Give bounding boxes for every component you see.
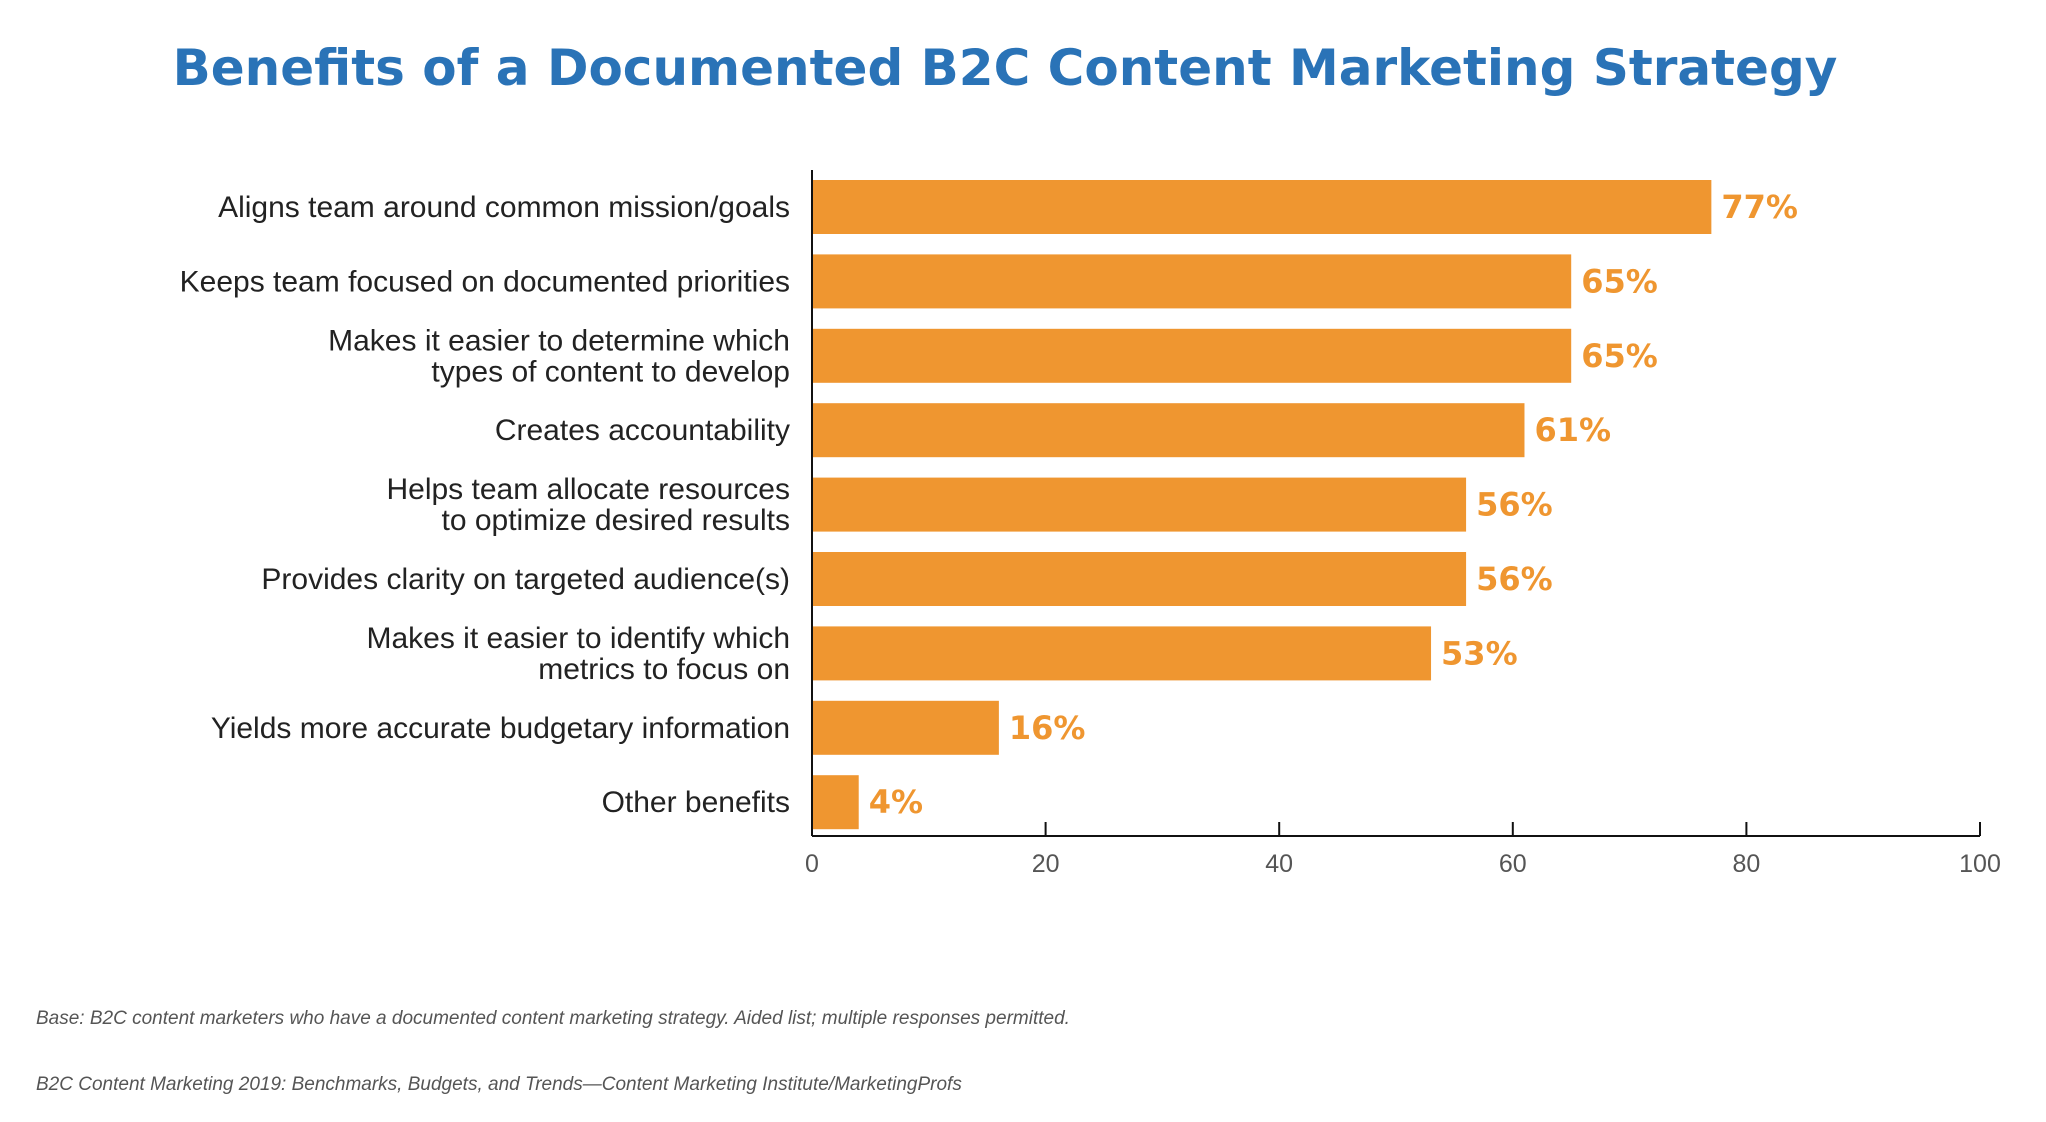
category-label-line: Other benefits	[602, 786, 790, 819]
value-label: 4%	[869, 783, 923, 821]
x-axis: 0 20 40 60 80 100	[805, 170, 2001, 878]
category-label-line: types of content to develop	[431, 355, 790, 388]
x-tick-label: 100	[1959, 850, 2001, 878]
bars	[812, 180, 1712, 830]
category-label-line: Provides clarity on targeted audience(s)	[261, 563, 790, 596]
category-label-line: Aligns team around common mission/goals	[218, 191, 790, 224]
category-label: Other benefits	[602, 786, 790, 819]
bar	[812, 254, 1572, 309]
bar	[812, 700, 999, 755]
x-tick-label: 40	[1265, 850, 1293, 878]
footnote-source: B2C Content Marketing 2019: Benchmarks, …	[36, 1074, 962, 1095]
value-label: 56%	[1476, 486, 1553, 524]
x-tick-label: 20	[1032, 850, 1060, 878]
x-tick-label: 60	[1499, 850, 1527, 878]
bar	[812, 477, 1467, 532]
category-label: Helps team allocate resources to optimize…	[386, 473, 790, 537]
value-label: 16%	[1009, 709, 1086, 747]
value-label: 77%	[1721, 188, 1798, 226]
category-label: Yields more accurate budgetary informati…	[211, 712, 790, 745]
category-labels: Aligns team around common mission/goals K…	[180, 191, 790, 819]
footnote-base: Base: B2C content marketers who have a d…	[36, 1008, 1070, 1029]
category-label: Provides clarity on targeted audience(s)	[261, 563, 790, 596]
bar	[812, 626, 1432, 681]
bar	[812, 180, 1712, 234]
chart-title: Benefits of a Documented B2C Content Mar…	[173, 39, 1838, 97]
value-label: 61%	[1534, 411, 1611, 449]
bar	[812, 552, 1467, 606]
category-label-line: to optimize desired results	[442, 504, 791, 537]
category-label-line: Keeps team focused on documented priorit…	[180, 265, 790, 298]
category-label-line: metrics to focus on	[538, 653, 790, 686]
x-tick-label: 80	[1732, 850, 1760, 878]
category-label-line: Creates accountability	[495, 414, 790, 447]
category-label: Makes it easier to determine which types …	[328, 324, 790, 388]
category-label: Makes it easier to identify which metrics…	[366, 622, 790, 686]
category-label-line: Yields more accurate budgetary informati…	[211, 712, 790, 745]
category-label: Creates accountability	[495, 414, 790, 447]
bar	[812, 328, 1572, 383]
bar	[812, 775, 859, 830]
category-label: Keeps team focused on documented priorit…	[180, 265, 790, 298]
value-labels: 77% 65% 65% 61% 56% 56% 53% 16% 4%	[869, 188, 1798, 821]
category-label-line: Makes it easier to determine which	[328, 324, 790, 357]
category-label-line: Helps team allocate resources	[386, 473, 790, 506]
value-label: 65%	[1581, 337, 1658, 375]
category-label: Aligns team around common mission/goals	[218, 191, 790, 224]
value-label: 53%	[1441, 634, 1518, 672]
category-label-line: Makes it easier to identify which	[366, 622, 790, 655]
value-label: 65%	[1581, 262, 1658, 300]
x-tick-label: 0	[805, 850, 819, 878]
value-label: 56%	[1476, 560, 1553, 598]
bar	[812, 403, 1525, 458]
